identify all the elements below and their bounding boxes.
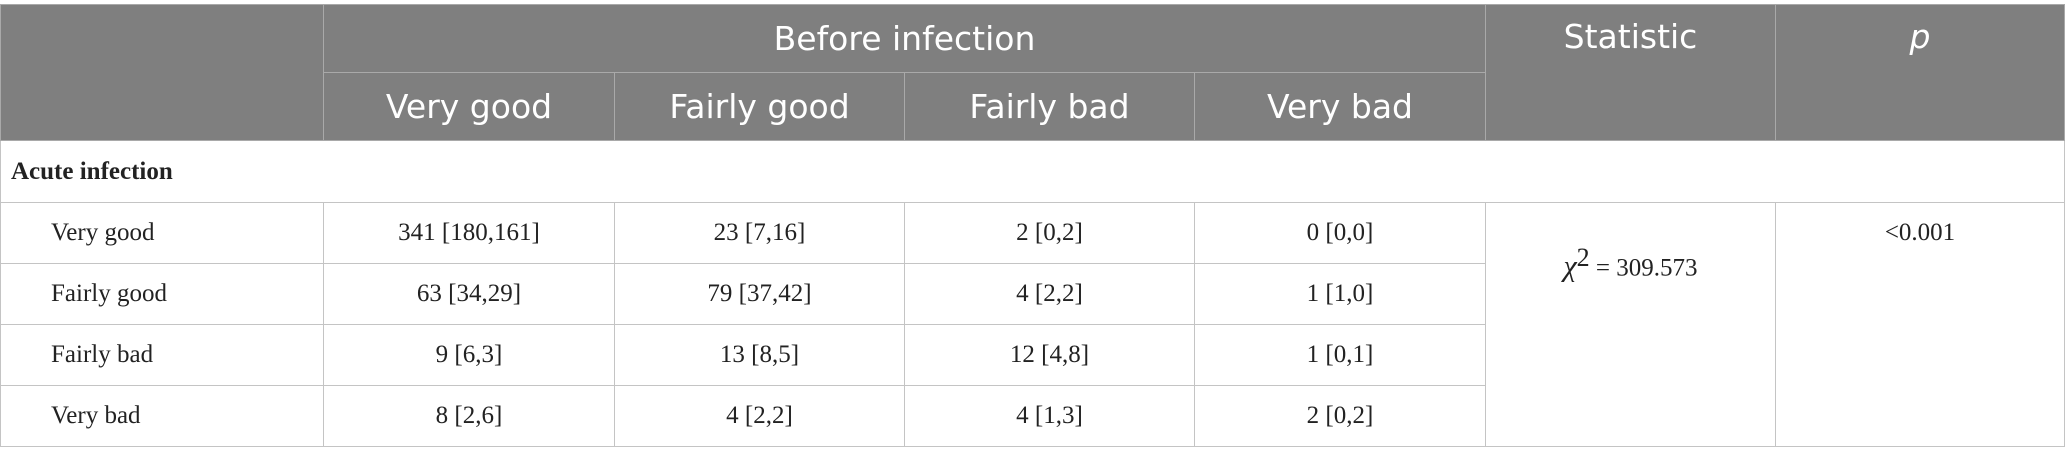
p-header: p [1775,4,2065,141]
table-row: Very bad 8 [2,6] 4 [2,2] 4 [1,3] 2 [0,2] [0,385,2065,447]
corner-header [0,4,324,141]
cell: 4 [2,2] [614,385,905,447]
statistic-symbol: χ [1563,249,1577,283]
cell: 23 [7,16] [614,202,905,264]
cell: 1 [0,1] [1194,324,1486,386]
cell: 8 [2,6] [323,385,615,447]
row-label: Very bad [0,385,324,447]
table-row: Fairly bad 9 [6,3] 13 [8,5] 12 [4,8] 1 [0,1] [0,324,2065,386]
statistic-value: = 309.573 [1595,254,1698,282]
row-label: Fairly bad [0,324,324,386]
column-header: Very good [323,72,615,141]
column-header: Fairly bad [904,72,1195,141]
table-row: Very good 341 [180,161] 23 [7,16] 2 [0,2] 0 … [0,202,2065,447]
cell: 2 [0,2] [1194,385,1486,447]
cell: 13 [8,5] [614,324,905,386]
statistic-header: Statistic [1485,4,1776,141]
cell: 79 [37,42] [614,263,905,325]
section-label: Acute infection [0,140,2065,203]
cell: 12 [4,8] [904,324,1195,386]
cell: 9 [6,3] [323,324,615,386]
results-table: Before infection Statistic p Very good Fa… [0,4,2065,447]
row-label: Fairly good [0,263,324,325]
column-header: Very bad [1194,72,1486,141]
cell: 4 [1,3] [904,385,1195,447]
statistic-superscript: 2 [1576,243,1590,272]
cell: 0 [0,0] [1194,202,1486,264]
cell: 63 [34,29] [323,263,615,325]
p-value: <0.001 [1775,202,2065,447]
cell: 4 [2,2] [904,263,1195,325]
statistic-cell: χ2 = 309.573 [1485,202,1776,447]
row-label: Very good [0,202,324,264]
cell: 341 [180,161] [323,202,615,264]
group-header: Before infection [323,4,1486,73]
cell: 2 [0,2] [904,202,1195,264]
cell: 1 [1,0] [1194,263,1486,325]
column-header: Fairly good [614,72,905,141]
